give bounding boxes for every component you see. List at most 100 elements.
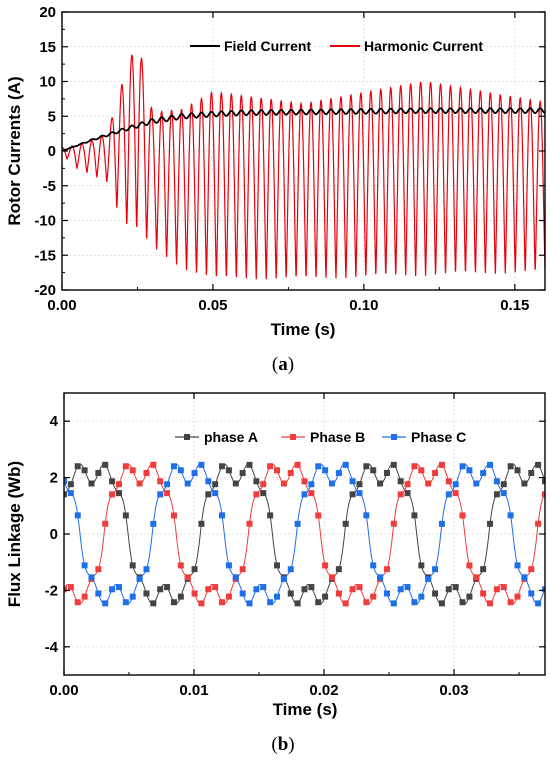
data-point <box>466 593 473 600</box>
data-point <box>322 562 329 569</box>
data-point <box>274 467 281 474</box>
y-axis-label-a: Rotor Currents (A) <box>5 76 24 225</box>
data-point <box>274 593 281 600</box>
legend-a: Field Current Harmonic Current <box>190 38 483 54</box>
data-point <box>170 599 177 606</box>
data-point <box>425 575 432 582</box>
data-point <box>122 599 129 606</box>
caption-b: (b) <box>271 734 294 755</box>
data-point <box>129 562 136 569</box>
data-point <box>64 478 67 485</box>
data-point <box>157 491 164 498</box>
data-point <box>143 469 150 476</box>
data-point <box>287 590 294 597</box>
x-axis-label-b: Time (s) <box>273 700 338 719</box>
data-point <box>349 491 356 498</box>
data-point <box>212 584 219 591</box>
data-point <box>535 461 542 468</box>
data-point <box>267 463 274 470</box>
data-point <box>136 480 143 487</box>
data-point <box>459 599 466 606</box>
series-harmonic-current <box>62 54 545 280</box>
data-point <box>253 586 260 593</box>
data-point <box>232 574 239 581</box>
data-point <box>480 470 487 477</box>
data-point <box>143 590 150 597</box>
data-point <box>397 478 404 485</box>
data-point <box>315 512 322 519</box>
data-point <box>535 520 542 527</box>
data-point <box>356 490 363 497</box>
data-point <box>535 600 542 607</box>
data-point <box>150 461 157 468</box>
data-point <box>452 584 459 591</box>
data-point <box>397 586 404 593</box>
data-point <box>301 478 308 485</box>
data-point <box>67 481 74 488</box>
data-point <box>493 491 500 498</box>
data-point <box>198 600 205 607</box>
data-point <box>473 574 480 581</box>
data-point <box>95 566 102 573</box>
data-point <box>452 490 459 497</box>
data-point <box>232 480 239 487</box>
ticks-a: 0.00 0.05 0.10 0.15 -20 -15 -10 -5 0 5 10 15 20 <box>34 4 545 314</box>
plot-area-a <box>62 54 545 280</box>
data-point <box>514 467 521 474</box>
legend-label-harmonic-current: Harmonic Current <box>364 38 483 54</box>
data-point <box>191 566 198 573</box>
data-point <box>246 600 253 607</box>
y-tick-label: 0 <box>50 526 58 543</box>
data-point <box>542 586 545 593</box>
x-tick-label: 0.00 <box>49 682 78 699</box>
data-point <box>328 480 335 487</box>
data-point <box>274 562 281 569</box>
data-point <box>342 600 349 607</box>
data-point <box>301 491 308 498</box>
data-point <box>404 584 411 591</box>
data-point <box>239 590 246 597</box>
data-point <box>528 590 535 597</box>
data-point <box>246 520 253 527</box>
data-point <box>445 491 452 498</box>
data-point <box>377 574 384 581</box>
data-point <box>129 467 136 474</box>
data-point <box>411 599 418 606</box>
data-point <box>164 490 171 497</box>
plot-area-b <box>64 461 545 607</box>
data-point <box>184 480 191 487</box>
data-point <box>390 520 397 527</box>
data-point <box>129 593 136 600</box>
y-tick-label: -20 <box>34 282 56 299</box>
data-point <box>239 566 246 573</box>
data-point <box>335 590 342 597</box>
x-tick-label: 0.00 <box>47 297 76 314</box>
chart-rotor-currents: 0.00 0.05 0.10 0.15 -20 -15 -10 -5 0 5 10 15 20 Roto… <box>5 4 546 375</box>
data-point <box>445 478 452 485</box>
data-point <box>466 467 473 474</box>
data-point <box>487 461 494 468</box>
x-tick-label: 0.03 <box>439 682 468 699</box>
data-point <box>349 586 356 593</box>
data-point <box>514 562 521 569</box>
data-point <box>64 491 67 498</box>
data-point <box>109 586 116 593</box>
series-phase-c <box>64 461 545 607</box>
data-point <box>315 463 322 470</box>
data-point <box>170 512 177 519</box>
data-point <box>356 584 363 591</box>
chart-flux-linkage: 0.00 0.01 0.02 0.03 -4 -2 0 2 4 Flux Linkage (Wb… <box>5 392 546 755</box>
data-point <box>418 467 425 474</box>
data-point <box>335 470 342 477</box>
data-point <box>328 574 335 581</box>
data-point <box>349 478 356 485</box>
data-point <box>95 590 102 597</box>
x-tick-label: 0.15 <box>500 297 529 314</box>
data-point <box>542 478 545 485</box>
series-phase-b <box>64 461 545 607</box>
data-point <box>459 512 466 519</box>
data-point <box>102 600 109 607</box>
series-field-current <box>62 107 545 152</box>
data-point <box>507 463 514 470</box>
